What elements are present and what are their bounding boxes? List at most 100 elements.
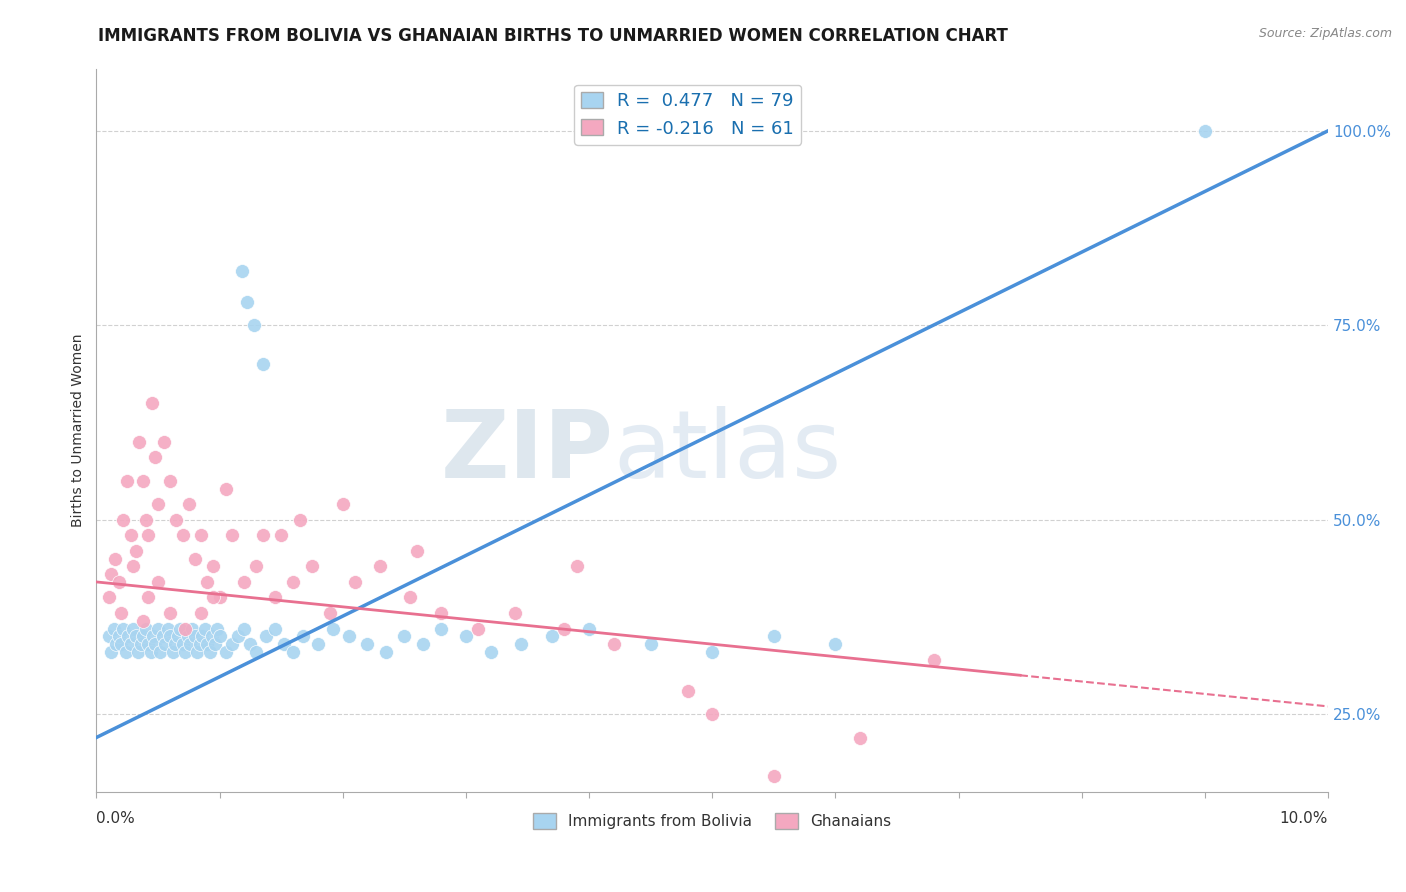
Point [201,629,224,643]
Point [127,645,149,659]
Point [226,629,249,643]
Point [602,637,624,651]
Point [202,559,225,574]
Legend: Immigrants from Bolivia, Ghanaians: Immigrants from Bolivia, Ghanaians [527,806,897,835]
Point [412,637,434,651]
Point [110,637,132,651]
Point [149,645,172,659]
Point [208,629,231,643]
Point [252,528,274,542]
Point [762,769,785,783]
Text: Source: ZipAtlas.com: Source: ZipAtlas.com [1258,27,1392,40]
Point [301,559,323,574]
Point [205,622,228,636]
Point [245,645,267,659]
Point [125,629,148,643]
Point [208,591,231,605]
Point [202,591,225,605]
Point [676,683,699,698]
Point [640,637,662,651]
Point [117,629,139,643]
Point [159,606,181,620]
Point [128,434,150,449]
Point [510,637,533,651]
Point [142,629,165,643]
Text: IMMIGRANTS FROM BOLIVIA VS GHANAIAN BIRTHS TO UNMARRIED WOMEN CORRELATION CHART: IMMIGRANTS FROM BOLIVIA VS GHANAIAN BIRT… [98,27,1008,45]
Point [112,622,135,636]
Point [177,497,200,511]
Point [430,622,453,636]
Point [184,629,207,643]
Point [129,637,152,651]
Point [254,629,277,643]
Point [479,645,502,659]
Point [122,559,145,574]
Point [139,645,162,659]
Point [1194,124,1216,138]
Point [307,637,329,651]
Point [430,606,453,620]
Point [97,629,120,643]
Point [141,396,163,410]
Point [541,629,564,643]
Point [195,574,218,589]
Point [159,474,181,488]
Point [344,574,367,589]
Point [115,645,138,659]
Point [399,591,422,605]
Point [252,357,274,371]
Point [166,629,188,643]
Point [824,637,846,651]
Text: 0.0%: 0.0% [97,812,135,826]
Point [215,482,238,496]
Point [146,497,169,511]
Point [156,622,179,636]
Point [159,629,181,643]
Y-axis label: Births to Unmarried Women: Births to Unmarried Women [72,334,86,527]
Point [198,645,221,659]
Point [337,629,360,643]
Point [136,637,159,651]
Point [553,622,575,636]
Point [172,528,194,542]
Point [176,629,198,643]
Point [233,574,256,589]
Point [105,637,128,651]
Point [132,614,155,628]
Point [190,606,212,620]
Point [221,637,243,651]
Point [239,637,262,651]
Point [184,551,207,566]
Point [103,622,125,636]
Point [107,574,129,589]
Point [145,637,167,651]
Point [186,645,208,659]
Point [145,450,167,465]
Point [172,637,194,651]
Point [120,528,142,542]
Point [122,622,145,636]
Point [394,629,416,643]
Point [136,528,159,542]
Point [215,645,238,659]
Point [565,559,588,574]
Point [174,622,197,636]
Point [120,637,142,651]
Point [849,731,872,745]
Point [405,544,427,558]
Text: atlas: atlas [613,406,842,498]
Point [110,606,132,620]
Point [146,574,169,589]
Point [174,645,197,659]
Point [270,528,292,542]
Point [181,622,204,636]
Point [115,474,138,488]
Point [578,622,600,636]
Point [125,544,148,558]
Point [288,513,311,527]
Point [100,645,122,659]
Point [191,629,214,643]
Point [136,591,159,605]
Text: ZIP: ZIP [441,406,613,498]
Point [194,622,217,636]
